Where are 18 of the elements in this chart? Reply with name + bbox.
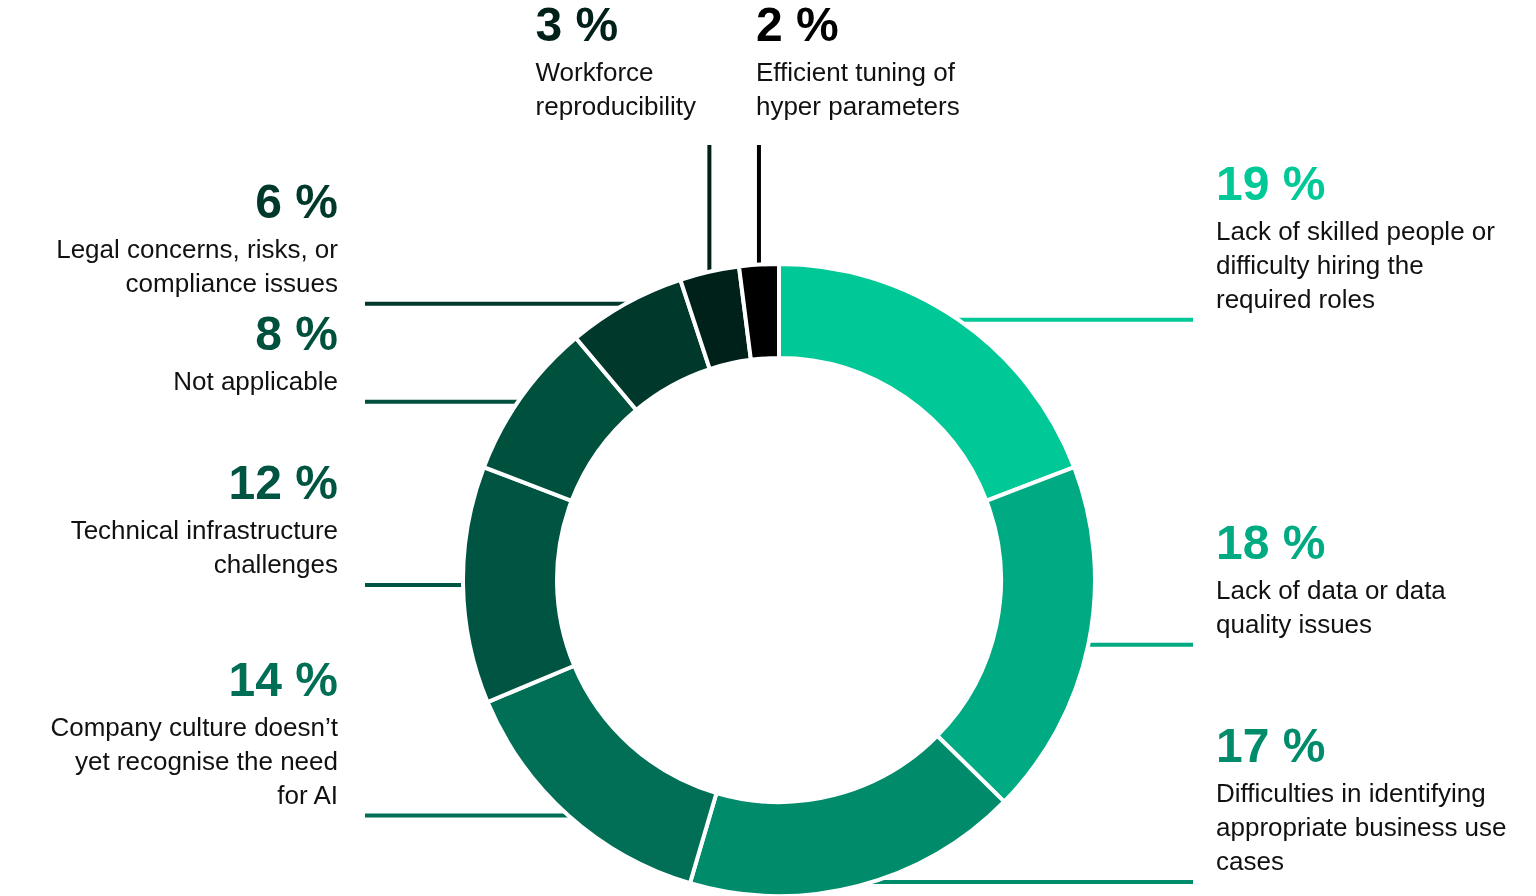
slice-label: Difficulties in identifying appropriate business use cases xyxy=(1216,778,1507,876)
data-label: 19 % xyxy=(1216,156,1326,210)
data-label: 6 % xyxy=(255,174,338,228)
slice-label: Workforce reproducibility xyxy=(535,57,696,121)
slice-label: Company culture doesn’t yet recognise the need for AI xyxy=(50,711,339,810)
data-label: 8 % xyxy=(255,306,338,360)
slice-label: Legal concerns, risks, or compliance issues xyxy=(56,233,339,298)
data-label: 12 % xyxy=(228,456,338,510)
slice-label: Technical infrastructure challenges xyxy=(70,515,338,580)
slice-label: Not applicable xyxy=(173,365,338,396)
data-label: 2 % xyxy=(755,0,839,51)
data-label: 17 % xyxy=(1216,719,1326,772)
data-label: 14 % xyxy=(228,652,338,706)
slice-label: Lack of skilled people or difficulty hiring the required roles xyxy=(1216,215,1496,314)
data-label: 3 % xyxy=(535,0,619,51)
data-label: 18 % xyxy=(1216,515,1326,569)
slice-label: Lack of data or data quality issues xyxy=(1216,574,1447,639)
slice-label: Efficient tuning of hyper parameters xyxy=(755,57,960,121)
